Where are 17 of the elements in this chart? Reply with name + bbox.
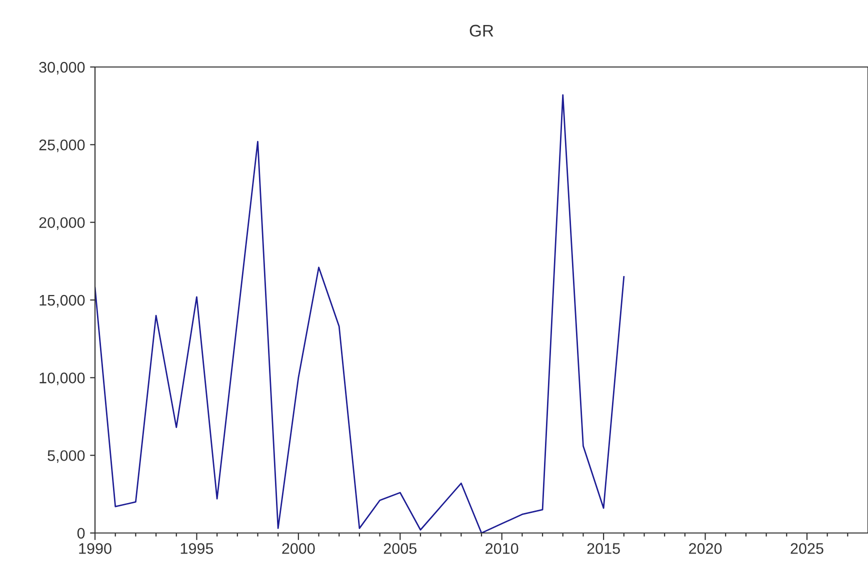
x-tick-label: 2020 [689, 543, 722, 554]
y-tick-label: 25,000 [39, 140, 85, 152]
y-tick-label: 0 [77, 528, 85, 539]
y-tick-label: 5,000 [48, 450, 85, 463]
y-tick-label: 20,000 [39, 217, 85, 230]
x-tick-label: 2000 [282, 543, 315, 554]
x-tick-label: 2015 [587, 543, 620, 554]
x-tick-label: 2010 [486, 543, 518, 554]
y-tick-label: 15,000 [40, 294, 85, 308]
y-tick-label: 10,000 [40, 372, 85, 386]
x-tick-label: 2005 [384, 543, 416, 554]
x-tick-label: 2025 [790, 543, 824, 554]
line-series [95, 94, 625, 533]
chart-title: GR [470, 24, 494, 37]
x-tick-label: 1995 [180, 543, 214, 554]
y-tick-label: 30,000 [39, 62, 85, 74]
x-tick-label: 1990 [79, 543, 112, 554]
